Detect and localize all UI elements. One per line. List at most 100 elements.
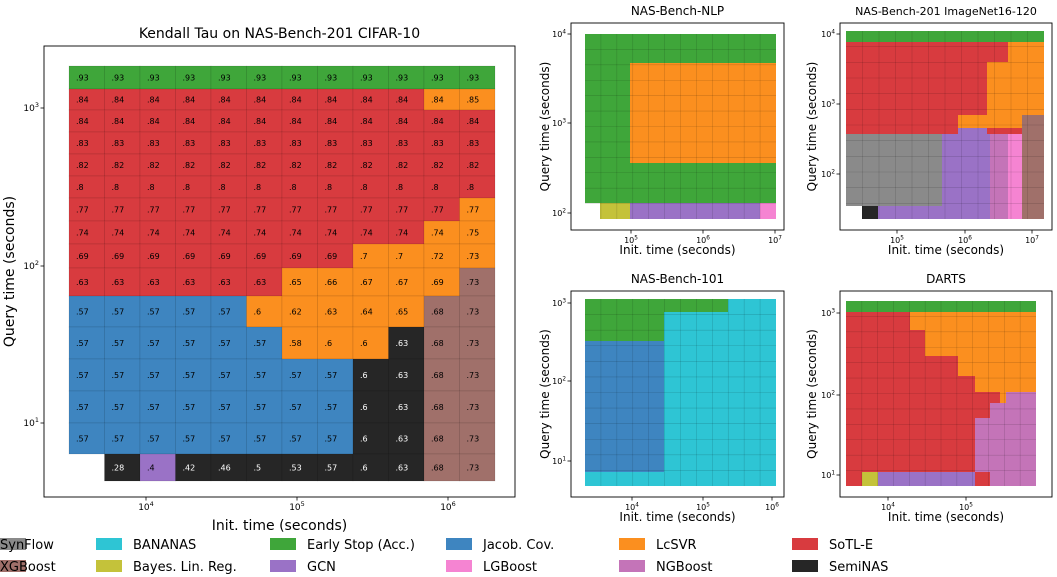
- cell-value: .72: [431, 252, 444, 261]
- cell-value: .63: [396, 464, 409, 473]
- cell-value: .73: [467, 339, 480, 348]
- legend-swatch: [792, 560, 818, 572]
- heatmap-cell: [246, 267, 283, 297]
- cell-value: .83: [431, 139, 444, 148]
- region-lcsvr: [744, 63, 776, 89]
- heatmap-cell: [317, 243, 354, 269]
- cell-value: .84: [289, 117, 302, 126]
- cell-value: .77: [112, 206, 125, 215]
- heatmap-cell: [175, 453, 212, 482]
- cell-value: .64: [360, 308, 373, 317]
- chart-1: NAS-Bench-NLP Init. time (seconds) Query t…: [538, 4, 785, 257]
- heatmap-cell: [423, 358, 460, 392]
- heatmap-cell: [423, 326, 460, 360]
- cell-value: .57: [76, 308, 89, 317]
- cell-value: .6: [254, 308, 262, 317]
- x-axis-label: Init. time (seconds): [888, 510, 1004, 524]
- cell-value: .57: [325, 403, 338, 412]
- cell-value: .8: [325, 183, 333, 192]
- heatmap-cell: [388, 422, 425, 455]
- cell-value: .74: [254, 229, 267, 238]
- legend-label: XGBoost: [0, 560, 56, 575]
- region-early-stop-acc-: [585, 312, 664, 341]
- cell-value: .8: [467, 183, 475, 192]
- cell-value: .93: [325, 74, 338, 83]
- chart-title: NAS-Bench-NLP: [631, 4, 724, 18]
- cell-value: .67: [360, 278, 373, 287]
- cell-value: .57: [76, 339, 89, 348]
- heatmap-cell: [68, 422, 105, 455]
- cell-value: .53: [289, 464, 302, 473]
- heatmap-cell: [317, 390, 354, 424]
- plot-frame: [570, 22, 785, 231]
- cell-value: .8: [147, 183, 155, 192]
- legend-item: BANANAS: [96, 538, 196, 553]
- heatmap-cell: [246, 295, 283, 328]
- heatmap-cell: [459, 390, 496, 424]
- cell-value: .84: [147, 96, 160, 105]
- heatmap-cell: [246, 422, 283, 455]
- cell-value: .77: [325, 206, 338, 215]
- legend-swatch: [619, 538, 645, 550]
- cell-value: .69: [76, 252, 89, 261]
- heatmap-cell: [210, 422, 247, 455]
- cell-value: .6: [360, 339, 368, 348]
- cell-value: .84: [218, 117, 231, 126]
- x-axis-label: Init. time (seconds): [212, 518, 348, 534]
- legend-label: GCN: [307, 560, 336, 575]
- cell-value: .82: [467, 161, 480, 170]
- y-axis-label: Query time (seconds): [538, 329, 552, 459]
- heatmap-cell: [317, 295, 354, 328]
- heatmap-cell: [104, 295, 141, 328]
- heatmap-cell: [139, 390, 176, 424]
- cell-value: .68: [431, 464, 444, 473]
- y-axis-label: Query time (seconds): [538, 62, 552, 192]
- legend-swatch: [792, 538, 818, 550]
- cell-value: .57: [325, 371, 338, 380]
- cell-value: .42: [183, 464, 196, 473]
- cell-value: .57: [147, 371, 160, 380]
- cell-value: .93: [218, 74, 231, 83]
- cell-value: .93: [467, 74, 480, 83]
- cell-value: .57: [218, 371, 231, 380]
- y-tick-label: 101: [552, 456, 566, 466]
- cell-value: .73: [467, 308, 480, 317]
- plot-frame: [839, 22, 1053, 231]
- heatmap-cell: [139, 358, 176, 392]
- cell-value: .28: [112, 464, 125, 473]
- region-bananas: [600, 472, 776, 486]
- legend-item: SemiNAS: [792, 560, 888, 575]
- heatmap-cell: [352, 358, 389, 392]
- heatmap-cell: [175, 295, 212, 328]
- heatmap-cell: [175, 175, 212, 199]
- x-tick-label: 105: [624, 235, 638, 245]
- cell-value: .82: [396, 161, 409, 170]
- region-ngboost: [1006, 392, 1036, 403]
- y-tick-label: 104: [552, 29, 566, 39]
- chart-title: NAS-Bench-201 ImageNet16-120: [855, 5, 1037, 18]
- y-tick-label: 103: [23, 101, 39, 114]
- cell-value: .84: [183, 96, 196, 105]
- plot-frame: [839, 290, 1053, 498]
- legend-swatch: [96, 560, 122, 572]
- region-early-stop-acc-: [846, 301, 1036, 312]
- x-tick-label: 104: [881, 502, 895, 512]
- cell-value: .69: [254, 252, 267, 261]
- heatmap-cell: [423, 422, 460, 455]
- cell-value: .93: [147, 74, 160, 83]
- cell-value: .8: [183, 183, 191, 192]
- cell-value: .63: [325, 308, 338, 317]
- cell-value: .93: [360, 74, 373, 83]
- legend-label: BANANAS: [133, 538, 196, 553]
- cell-value: .84: [396, 117, 409, 126]
- legend-swatch: [446, 560, 472, 572]
- cell-value: .73: [467, 464, 480, 473]
- region-lgboost: [1008, 134, 1022, 219]
- legend-label: SemiNAS: [829, 560, 888, 575]
- cell-value: .6: [325, 339, 333, 348]
- heatmap-cell: [317, 422, 354, 455]
- region-ngboost: [990, 134, 1008, 219]
- region-lcsvr: [646, 89, 776, 163]
- cell-value: .69: [325, 252, 338, 261]
- cell-value: .84: [360, 117, 373, 126]
